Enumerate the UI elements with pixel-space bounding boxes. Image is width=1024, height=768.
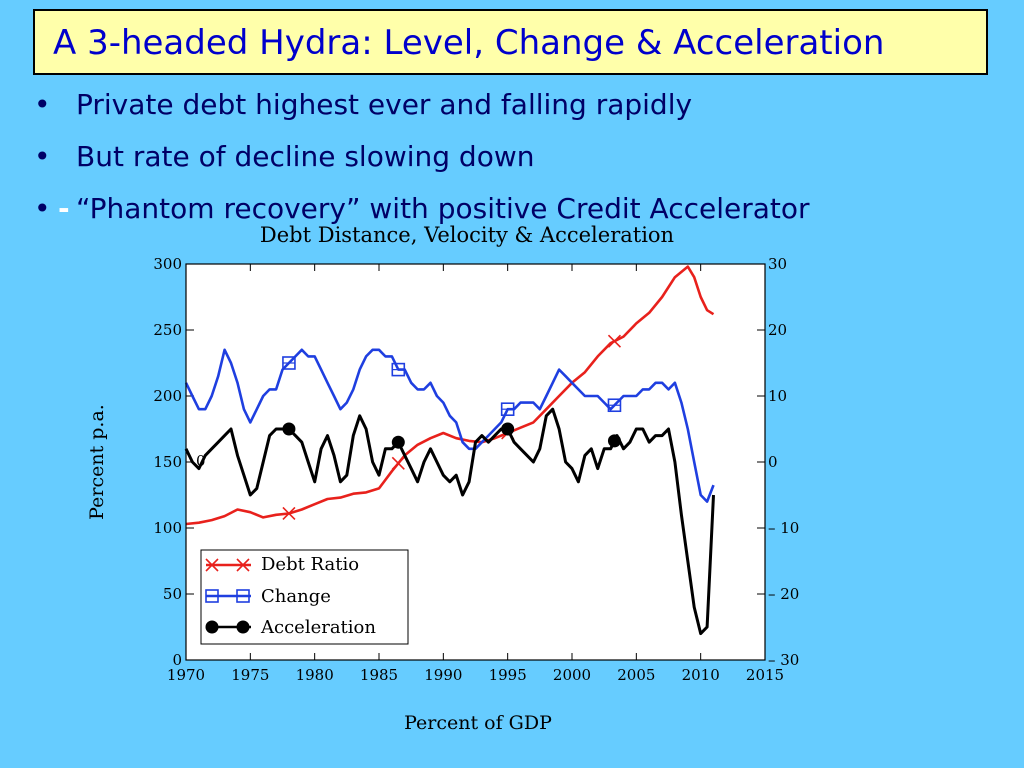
legend-swatch-marker-change (236, 589, 250, 603)
bullet-text: Private debt highest ever and falling ra… (76, 88, 693, 121)
bullet-item: • But rate of decline slowing down (28, 136, 810, 188)
slide-title-box: A 3-headed Hydra: Level, Change & Accele… (33, 9, 988, 75)
x-tick-label: 1980 (296, 666, 334, 684)
x-tick-label: 1985 (360, 666, 398, 684)
bullet-list: • Private debt highest ever and falling … (28, 84, 810, 240)
x-tick-label: 1975 (231, 666, 269, 684)
series-marker-debt-ratio (607, 334, 622, 348)
legend-swatch-marker-debt-ratio (205, 558, 219, 572)
slide-title: A 3-headed Hydra: Level, Change & Accele… (53, 23, 885, 63)
legend: Debt Ratio Change Acceleration (200, 549, 409, 645)
legend-label-change: Change (261, 586, 331, 607)
zero-annotation: 0 (196, 452, 206, 470)
bullet-item: • - “Phantom recovery” with positive Cre… (28, 188, 810, 240)
bullet-text: But rate of decline slowing down (76, 140, 535, 173)
x-tick-label: 1990 (424, 666, 462, 684)
series-marker-acceleration (391, 435, 405, 449)
series-marker-debt-ratio-stroke (607, 334, 622, 348)
series-marker-debt-ratio-stroke (282, 506, 296, 521)
legend-swatch-marker-change (205, 589, 219, 603)
x-tick-label: 1995 (489, 666, 527, 684)
bullet-dash: - (58, 192, 70, 225)
legend-swatch-marker-acceleration (236, 620, 250, 634)
series-marker-acceleration (501, 422, 515, 436)
plot-frame (185, 263, 766, 661)
legend-swatch-marker-debt-ratio-stroke (236, 558, 250, 572)
series-marker-change (282, 356, 296, 370)
y-left-tick-label: 50 (163, 585, 182, 603)
series-marker-change (500, 402, 515, 417)
legend-swatch-marker-debt-ratio (236, 558, 250, 572)
series-layer (184, 265, 715, 636)
y-left-tick-label: 100 (153, 519, 182, 537)
y-left-tick-label: 250 (153, 321, 182, 339)
x-tick-label: 2000 (553, 666, 591, 684)
x-tick-label: 1970 (167, 666, 205, 684)
chart-title: Debt Distance, Velocity & Acceleration (260, 223, 674, 247)
x-tick-label: 2005 (617, 666, 655, 684)
y-left-tick-label: 300 (153, 255, 182, 273)
y-right-tick-label: 10 (768, 387, 787, 405)
series-marker-debt-ratio (282, 506, 296, 521)
legend-label-debt-ratio: Debt Ratio (261, 554, 359, 575)
y-right-tick-label: 20 (768, 321, 787, 339)
legend-swatches (205, 558, 251, 634)
y-right-tick-label: – 30 (768, 651, 799, 669)
x-tick-label: 2015 (746, 666, 784, 684)
x-tick-label: 2010 (682, 666, 720, 684)
axes-layer: 1970 1975 1980 1985 1990 1995 2000 2005 2010 2015… (153, 255, 799, 684)
y-right-tick-label: – 10 (768, 519, 799, 537)
y-right-tick-label: 30 (768, 255, 787, 273)
y-left-tick-label: 200 (153, 387, 182, 405)
bullet-item: • Private debt highest ever and falling … (28, 84, 810, 136)
y-right-tick-label: – 20 (768, 585, 799, 603)
y-right-tick-label: 0 (768, 453, 778, 471)
series-line-change (184, 348, 715, 503)
legend-label-acceleration: Acceleration (260, 617, 376, 638)
y-left-tick-label: 0 (172, 651, 182, 669)
series-marker-debt-ratio-stroke (391, 456, 405, 470)
x-axis-label: Percent of GDP (404, 712, 552, 734)
bullet-marker: • (34, 88, 51, 121)
legend-swatch-marker-acceleration (205, 620, 219, 634)
bullet-marker: • (34, 192, 51, 225)
series-marker-change (607, 398, 622, 413)
series-marker-acceleration (282, 422, 296, 436)
bullet-text: “Phantom recovery” with positive Credit … (76, 192, 810, 225)
bullet-marker: • (34, 140, 51, 173)
y-axis-label: Percent p.a. (86, 404, 108, 520)
legend-swatch-marker-debt-ratio-stroke (205, 558, 219, 572)
series-marker-acceleration (607, 434, 621, 448)
y-left-tick-label: 150 (153, 453, 182, 471)
series-line-acceleration (184, 407, 715, 636)
series-marker-debt-ratio (391, 456, 405, 470)
series-marker-change (391, 362, 406, 377)
